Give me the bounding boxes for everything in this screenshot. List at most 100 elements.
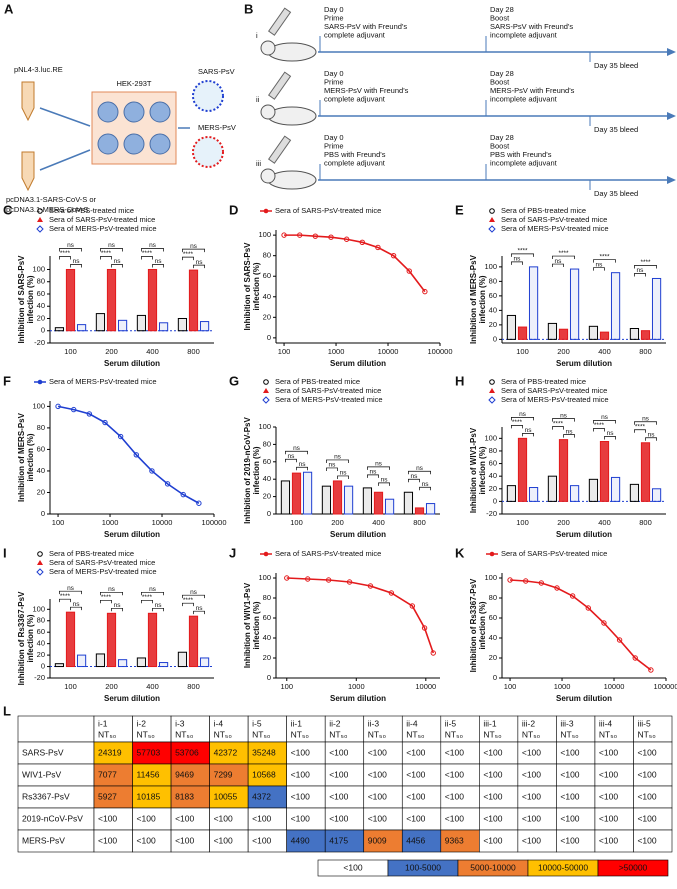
y-tick-label: 20 [263, 492, 271, 501]
bar [558, 439, 569, 502]
sig-bracket [59, 248, 82, 252]
cell-value: <100 [522, 791, 541, 801]
bar [199, 321, 210, 332]
x-tick-label: 10000 [152, 518, 173, 527]
table-header-cell [556, 715, 596, 743]
prime-text: Day 0 [324, 133, 344, 142]
point [284, 575, 290, 581]
y-tick-label: 60 [263, 613, 271, 622]
y-tick-label: 0 [267, 673, 271, 682]
boost-text: Boost [490, 141, 510, 150]
sig-label: **** [640, 259, 651, 266]
y-tick-label: 0 [493, 334, 497, 343]
sig-bracket [100, 591, 123, 596]
y-tick-label: 80 [489, 593, 497, 602]
y-tick-label: 60 [489, 613, 497, 622]
bar [599, 441, 610, 502]
mouse [267, 106, 317, 126]
point [616, 637, 623, 643]
boost-text: incomplete adjuvant [490, 158, 558, 167]
sig-label: ns [190, 243, 198, 250]
point [507, 577, 513, 583]
point [375, 244, 381, 251]
row-label: WIV1-PsV [22, 769, 62, 779]
x-axis-label: Serum dilution [556, 694, 612, 703]
x-tick-label: 100 [504, 682, 517, 691]
boost-text: MERS-PsV with Freund's [490, 86, 575, 95]
panel-label: D [229, 202, 238, 217]
wells [97, 101, 171, 155]
column-unit: NT₅₀ [560, 729, 579, 739]
mouse [267, 170, 317, 190]
x-axis-label: Serum dilution [330, 359, 386, 368]
cell-value: <100 [599, 835, 618, 845]
column-unit: NT₅₀ [98, 729, 117, 739]
sig-bracket [604, 436, 616, 440]
y-tick-label: 100 [32, 401, 45, 410]
y-tick-label: 60 [37, 289, 45, 298]
legend-label: Sera of MERS-PsV-treated mice [501, 395, 609, 404]
sig-label: ns [196, 259, 204, 266]
sig-label: ns [607, 430, 615, 437]
row-label: SARS-PsV [22, 747, 64, 757]
cell-value: <100 [98, 813, 117, 823]
legend-label: Sera of MERS-PsV-treated mice [49, 567, 157, 576]
sig-bracket [337, 475, 349, 479]
boost-text: incomplete adjuvant [490, 94, 558, 103]
cell-value: 4456 [406, 835, 425, 845]
boost-text: Day 28 [490, 69, 514, 78]
point [328, 234, 334, 240]
legend-label: Sera of PBS-treated mice [49, 549, 134, 558]
bar [106, 268, 117, 332]
prime-text: SARS-PsV with Freund's [324, 22, 407, 31]
sig-bracket [326, 459, 349, 463]
sig-label: **** [599, 253, 610, 260]
bar [188, 615, 199, 668]
arrow-head [667, 112, 676, 120]
table-header-cell [479, 715, 519, 743]
cell-value: <100 [368, 813, 387, 823]
sig-label: ns [114, 258, 122, 265]
legend-label: Sera of PBS-treated mice [501, 206, 586, 215]
sig-label: ns [67, 242, 75, 249]
sig-bracket [59, 256, 71, 260]
sig-bracket [296, 466, 308, 471]
x-tick-label: 1000 [554, 682, 571, 691]
sig-label: **** [558, 250, 569, 257]
panel-label: G [229, 373, 239, 388]
x-tick-label: 400 [146, 347, 159, 356]
cell-value: <100 [560, 813, 579, 823]
bar [343, 485, 354, 515]
tube [21, 81, 35, 122]
sig-bracket [593, 420, 616, 424]
bar [188, 269, 199, 332]
sig-label: ns [514, 256, 522, 263]
y-tick-label: 40 [37, 466, 45, 475]
bar [362, 487, 373, 515]
sig-label: ns [73, 258, 81, 265]
syringe [267, 71, 292, 100]
legend-swatch [597, 859, 669, 877]
sig-bracket [511, 261, 523, 265]
point [312, 233, 319, 239]
bar [95, 653, 106, 668]
table-header-cell [17, 715, 95, 743]
cell-value: <100 [522, 835, 541, 845]
legend-marker [37, 560, 43, 565]
sig-bracket [141, 591, 164, 596]
y-tick-label: 80 [263, 593, 271, 602]
sig-bracket [552, 255, 575, 260]
legend-marker [263, 388, 269, 393]
x-axis-label: Serum dilution [330, 530, 386, 539]
legend-label: Sera of SARS-PsV-treated mice [275, 386, 381, 395]
x-axis-label: Serum dilution [104, 694, 160, 703]
cell-value: <100 [637, 791, 656, 801]
x-tick-label: 100 [290, 518, 303, 527]
y-tick-label: 0 [493, 496, 497, 505]
sig-label: **** [142, 250, 153, 257]
cell-value: 10568 [252, 769, 276, 779]
sig-bracket [285, 458, 297, 463]
cell-value: 4372 [252, 791, 271, 801]
mouse-head [260, 168, 276, 184]
column-label: iii-2 [522, 718, 535, 728]
